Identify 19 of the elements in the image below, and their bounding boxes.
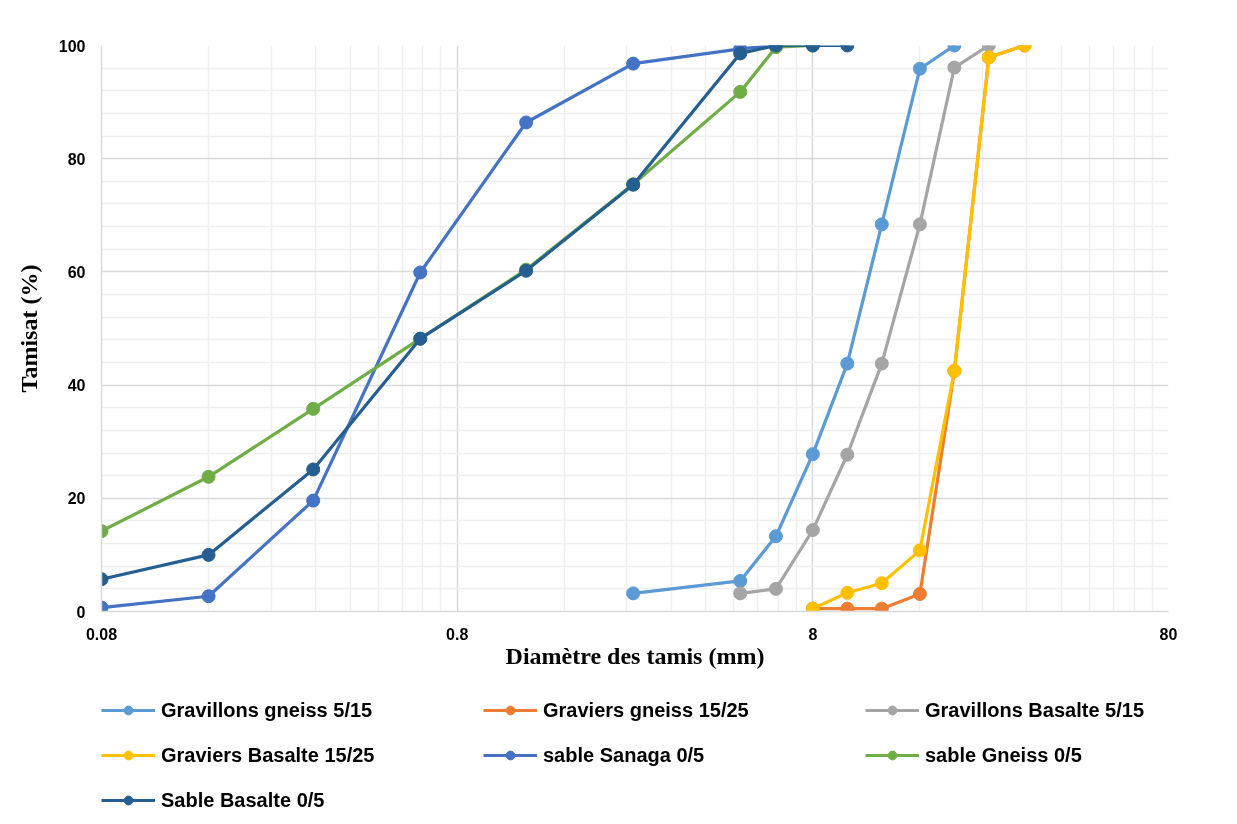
y-tick-label: 60 bbox=[67, 263, 86, 281]
legend-label: sable Gneiss 0/5 bbox=[925, 743, 1083, 767]
x-tick-label: 0.08 bbox=[85, 625, 118, 643]
legend-label: sable Sanaga 0/5 bbox=[543, 743, 706, 767]
legend-label: Graviers gneiss 15/25 bbox=[543, 698, 750, 722]
y-tick-label: 20 bbox=[67, 490, 86, 508]
y-tick-label: 100 bbox=[58, 37, 86, 55]
y-tick-label: 80 bbox=[67, 150, 86, 168]
legend-label: Gravillons gneiss 5/15 bbox=[161, 698, 374, 722]
x-tick-label: 80 bbox=[1159, 625, 1178, 643]
legend-label: Graviers Basalte 15/25 bbox=[161, 743, 376, 767]
legend-label: Gravillons Basalte 5/15 bbox=[925, 698, 1145, 722]
x-tick-label: 8 bbox=[808, 625, 818, 643]
legend-label: Sable Basalte 0/5 bbox=[161, 788, 326, 812]
x-axis-title: Diamètre des tamis (mm) bbox=[505, 642, 765, 669]
x-tick-label: 0.8 bbox=[446, 625, 469, 643]
y-tick-label: 0 bbox=[76, 603, 86, 621]
y-axis-title: Tamisat (%) bbox=[15, 264, 42, 393]
y-tick-label: 40 bbox=[67, 377, 86, 395]
